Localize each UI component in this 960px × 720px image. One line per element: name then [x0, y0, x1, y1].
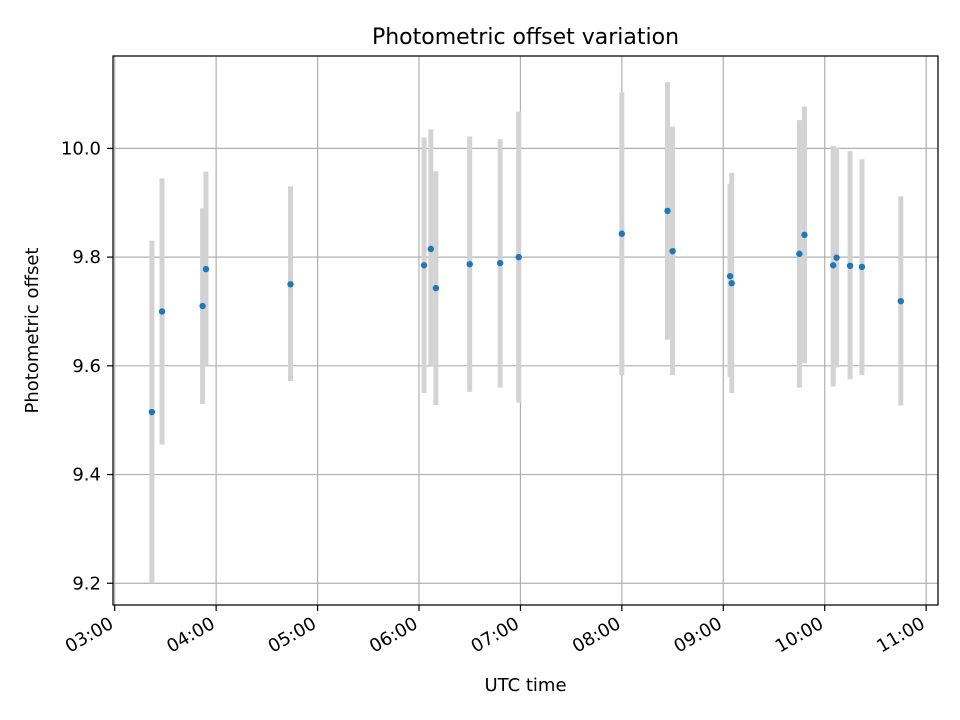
x-tick-label: 11:00 — [873, 613, 928, 657]
data-point — [432, 284, 440, 292]
x-tick-label: 06:00 — [366, 613, 421, 657]
data-point — [199, 302, 206, 310]
data-point — [158, 308, 166, 315]
data-point — [618, 230, 626, 237]
data-point — [801, 231, 808, 239]
data-point — [829, 262, 837, 269]
data-point — [148, 408, 156, 416]
x-tick-label: 07:00 — [468, 613, 523, 657]
x-tick-label: 03:00 — [62, 613, 117, 657]
x-tick-label: 04:00 — [163, 613, 218, 657]
data-point — [669, 247, 676, 255]
x-axis-label: UTC time — [484, 675, 566, 696]
data-point — [858, 263, 866, 271]
data-point — [420, 262, 428, 269]
data-point — [287, 281, 294, 288]
data-point — [664, 207, 671, 215]
x-tick-label: 09:00 — [670, 613, 725, 657]
plot-frame — [112, 55, 939, 606]
x-tick-label: 10:00 — [772, 613, 827, 657]
data-point — [728, 280, 735, 287]
data-point — [496, 259, 504, 267]
data-point — [726, 272, 734, 280]
chart-title: Photometric offset variation — [372, 25, 679, 50]
x-tick-label: 08:00 — [569, 613, 624, 657]
data-point — [427, 245, 435, 253]
y-tick-label: 9.8 — [72, 247, 101, 268]
y-tick-label: 9.6 — [72, 356, 101, 377]
grid-layer — [113, 56, 938, 605]
data-point — [897, 297, 905, 305]
data-point — [796, 250, 803, 258]
data-point — [202, 265, 210, 273]
data-point — [466, 260, 473, 268]
y-tick-label: 9.2 — [72, 573, 101, 594]
y-tick-label: 9.4 — [72, 465, 101, 486]
point-layer — [148, 207, 905, 416]
errorbar-layer — [149, 82, 904, 584]
data-point — [833, 254, 840, 261]
y-tick-label: 10.0 — [61, 138, 101, 159]
data-point — [846, 262, 854, 270]
data-point — [515, 253, 522, 261]
y-axis-label: Photometric offset — [22, 248, 43, 414]
x-tick-label: 05:00 — [265, 613, 320, 657]
